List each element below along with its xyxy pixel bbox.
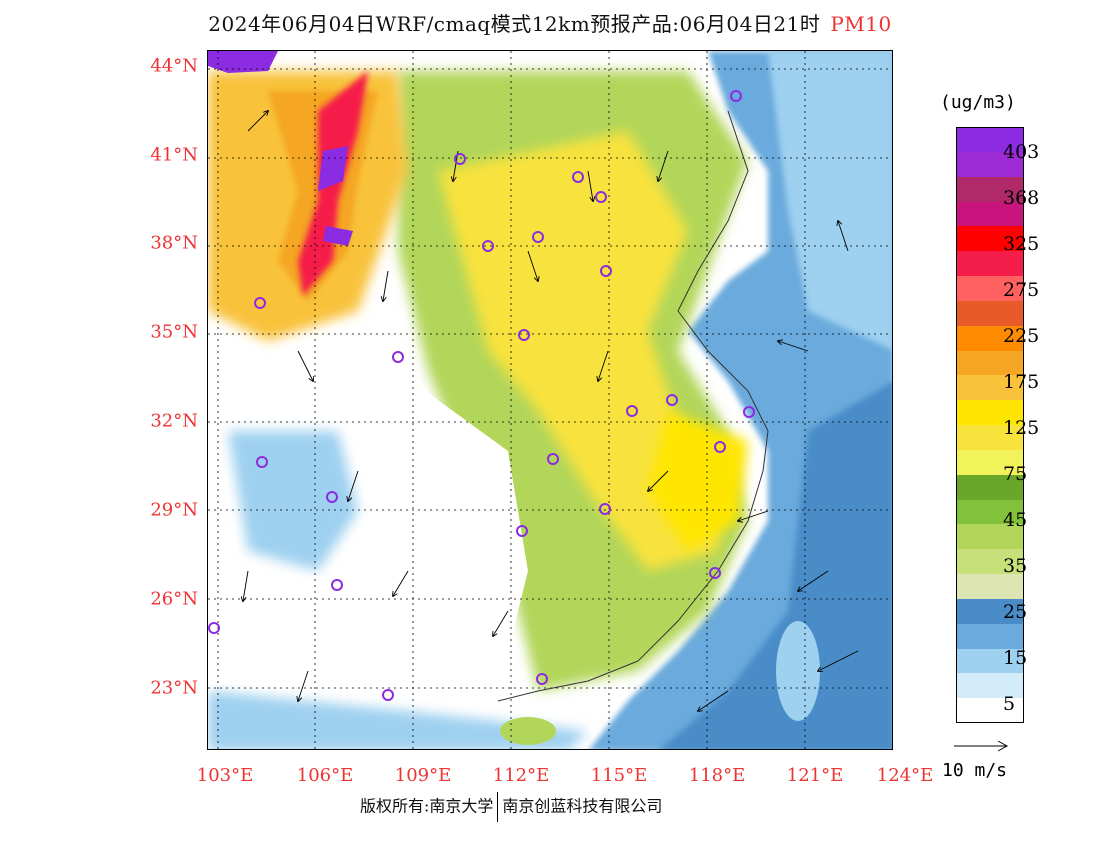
lat-label-29: 29°N [150,499,198,521]
colorbar-swatch [956,375,1024,401]
colorbar-swatch [956,151,1024,178]
pollutant-label: PM10 [830,12,892,36]
map-canvas [208,51,892,749]
colorbar-swatch [956,176,1024,202]
map-title: 2024年06月04日WRF/cmaq模式12km预报产品:06月04日21时 P… [0,8,1100,37]
colorbar-swatch [956,201,1024,227]
colorbar-swatch [956,499,1024,525]
lon-label-124: 124°E [876,765,934,786]
light-sea-north [768,51,892,351]
colorbar-swatch [956,350,1024,376]
colorbar-swatch [956,474,1024,500]
wind-vectors [243,111,859,711]
lon-label-106: 106°E [296,765,354,786]
colorbar-swatch [956,698,1024,724]
colorbar-swatch [956,325,1024,351]
colorbar-tick-label: 75 [1003,463,1028,485]
wind-reference-arrow [954,740,1009,752]
lon-label-115: 115°E [590,765,648,786]
colorbar-tick-label: 403 [1003,141,1040,163]
west-purple-corner [208,51,278,73]
credit-company: 南京创蓝科技有限公司 [502,796,663,816]
lat-label-26: 26°N [150,588,198,610]
south-edge-blue [208,691,588,749]
lat-label-23: 23°N [150,677,198,699]
lon-label-118: 118°E [688,765,746,786]
colorbar-tick-label: 275 [1003,279,1040,301]
colorbar-swatch [956,449,1024,476]
colorbar-swatch [956,300,1024,327]
colorbar-swatch [956,549,1024,575]
colorbar-tick-label: 175 [1003,371,1040,393]
hainan-island [500,717,556,745]
colorbar-tick-label: 368 [1003,187,1040,209]
lon-label-109: 109°E [394,765,452,786]
colorbar-tick-label: 5 [1003,693,1016,715]
lon-label-121: 121°E [786,765,844,786]
lon-label-112: 112°E [492,765,550,786]
credit-university: 版权所有:南京大学 [360,796,494,816]
colorbar-tick-label: 125 [1003,417,1040,439]
colorbar-swatch [956,226,1024,252]
colorbar-swatch [956,623,1024,649]
coastline [497,110,769,702]
colorbar-tick-label: 15 [1003,647,1028,669]
lat-label-44: 44°N [150,55,198,77]
colorbar-swatch [956,400,1024,426]
colorbar-tick-label: 25 [1003,601,1028,623]
title-text: 2024年06月04日WRF/cmaq模式12km预报产品:06月04日21时 [208,12,821,36]
yellow-haze-south [648,411,748,551]
lat-label-32: 32°N [150,410,198,432]
colorbar-tick-label: 225 [1003,325,1040,347]
colorbar-swatch [956,127,1024,153]
west-purple-core [318,146,348,191]
colorbar-swatch [956,425,1024,451]
west-purple-core-2 [323,226,353,246]
colorbar-swatch [956,598,1024,625]
colorbar-tick-label: 325 [1003,233,1040,255]
lon-label-103: 103°E [196,765,254,786]
colorbar-swatch [956,673,1024,699]
lat-label-38: 38°N [150,232,198,254]
graticule [208,51,892,749]
city-markers [208,90,755,701]
credits: 版权所有:南京大学 南京创蓝科技有限公司 [360,792,662,822]
colorbar-tick-label: 35 [1003,555,1028,577]
colorbar-swatch [956,276,1024,302]
lat-label-41: 41°N [150,144,198,166]
credit-separator [497,792,499,822]
colorbar-swatch [956,251,1024,277]
colorbar-swatch [956,648,1024,674]
colorbar-tick-label: 45 [1003,509,1028,531]
colorbar-swatch [956,524,1024,550]
lat-label-35: 35°N [150,321,198,343]
pm10-forecast-map [207,50,893,750]
wind-reference-label: 10 m/s [942,760,1008,781]
colorbar-swatch [956,574,1024,600]
colorbar-units: (ug/m3) [940,92,1016,113]
deep-sea-region [660,382,892,749]
taiwan-island [776,621,820,721]
